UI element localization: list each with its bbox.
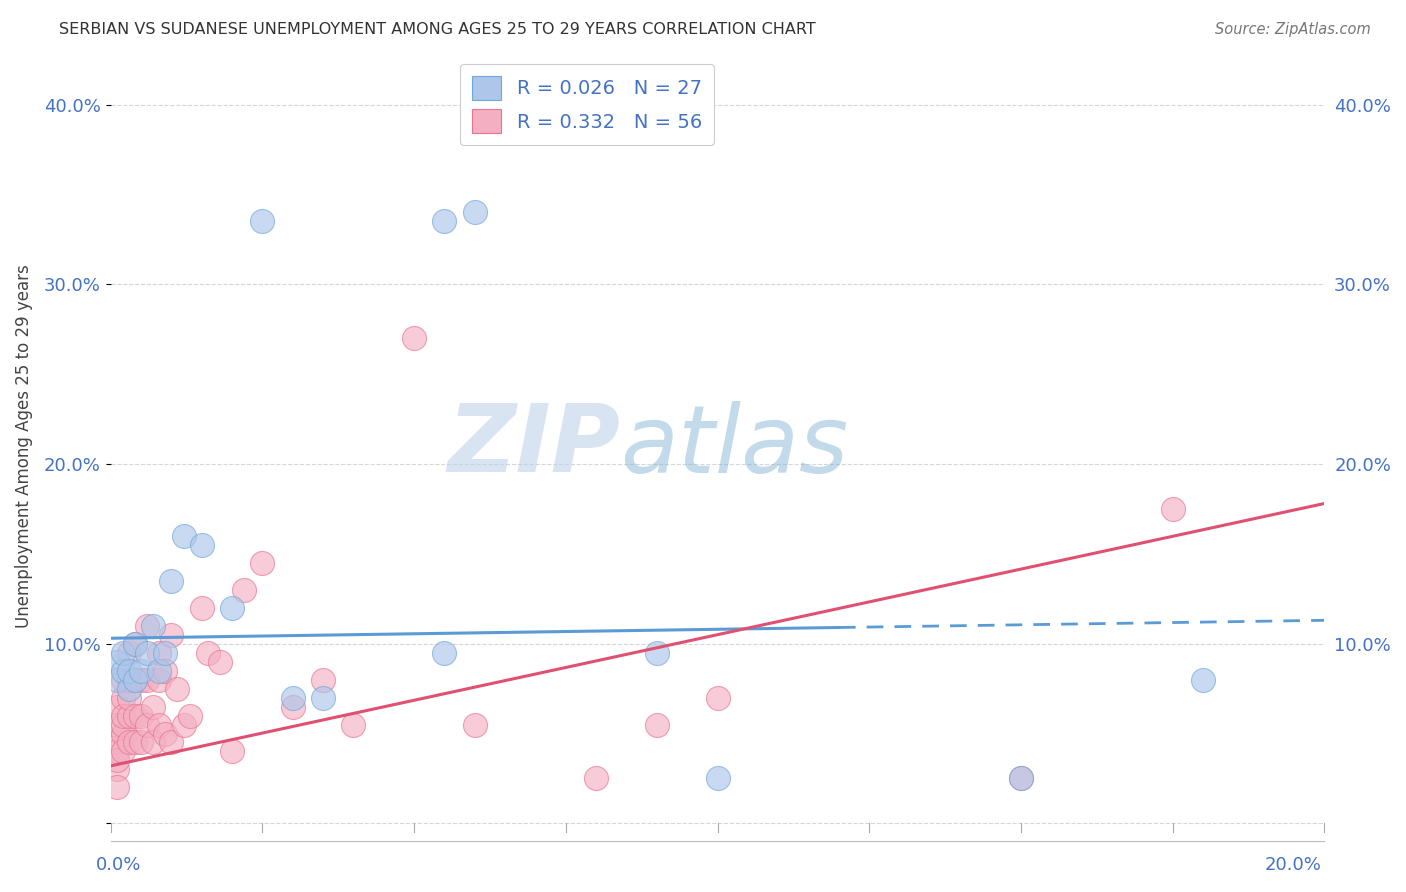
Point [1010, 772, 1032, 786]
Point [105, 699, 128, 714]
Point [111, 726, 134, 740]
Point [1161, 502, 1184, 516]
Point [111, 664, 134, 678]
Point [173, 529, 195, 543]
Point [111, 708, 134, 723]
Point [124, 673, 146, 687]
Point [160, 735, 183, 749]
Point [136, 646, 159, 660]
Point [433, 214, 456, 228]
Text: SERBIAN VS SUDANESE UNEMPLOYMENT AMONG AGES 25 TO 29 YEARS CORRELATION CHART: SERBIAN VS SUDANESE UNEMPLOYMENT AMONG A… [59, 22, 815, 37]
Point [179, 708, 201, 723]
Point [124, 673, 146, 687]
Point [105, 744, 128, 758]
Point [281, 690, 304, 705]
Text: atlas: atlas [620, 401, 849, 491]
Point [105, 735, 128, 749]
Point [221, 744, 243, 758]
Text: 20.0%: 20.0% [1265, 855, 1322, 873]
Legend: R = 0.026   N = 27, R = 0.332   N = 56: R = 0.026 N = 27, R = 0.332 N = 56 [460, 64, 714, 145]
Point [433, 646, 456, 660]
Point [190, 600, 212, 615]
Point [1192, 673, 1215, 687]
Text: 0.0%: 0.0% [96, 855, 141, 873]
Point [118, 708, 141, 723]
Point [136, 618, 159, 632]
Point [160, 574, 183, 588]
Point [585, 772, 607, 786]
Point [252, 214, 274, 228]
Point [160, 628, 183, 642]
Point [312, 673, 335, 687]
Point [1010, 772, 1032, 786]
Point [129, 708, 152, 723]
Point [111, 744, 134, 758]
Point [148, 646, 170, 660]
Point [233, 582, 256, 597]
Text: ZIP: ZIP [447, 400, 620, 492]
Point [129, 735, 152, 749]
Point [142, 699, 165, 714]
Point [197, 646, 219, 660]
Point [129, 673, 152, 687]
Point [221, 600, 243, 615]
Point [118, 681, 141, 696]
Point [142, 735, 165, 749]
Point [208, 655, 231, 669]
Point [190, 538, 212, 552]
Point [155, 726, 177, 740]
Point [148, 673, 170, 687]
Point [342, 717, 364, 731]
Point [111, 717, 134, 731]
Point [105, 655, 128, 669]
Text: Source: ZipAtlas.com: Source: ZipAtlas.com [1215, 22, 1371, 37]
Point [136, 717, 159, 731]
Point [118, 673, 141, 687]
Point [105, 763, 128, 777]
Point [124, 735, 146, 749]
Point [464, 205, 486, 219]
Point [111, 646, 134, 660]
Point [118, 735, 141, 749]
Point [312, 690, 335, 705]
Point [111, 690, 134, 705]
Point [148, 664, 170, 678]
Point [148, 717, 170, 731]
Point [645, 646, 668, 660]
Point [105, 754, 128, 768]
Point [464, 717, 486, 731]
Point [111, 673, 134, 687]
Point [645, 717, 668, 731]
Point [281, 699, 304, 714]
Point [706, 772, 728, 786]
Point [105, 780, 128, 795]
Point [118, 646, 141, 660]
Point [118, 690, 141, 705]
Point [124, 637, 146, 651]
Point [136, 673, 159, 687]
Point [166, 681, 188, 696]
Point [142, 618, 165, 632]
Point [124, 708, 146, 723]
Point [118, 664, 141, 678]
Point [252, 556, 274, 570]
Point [404, 331, 426, 345]
Point [129, 664, 152, 678]
Point [124, 637, 146, 651]
Point [155, 646, 177, 660]
Point [105, 673, 128, 687]
Y-axis label: Unemployment Among Ages 25 to 29 years: Unemployment Among Ages 25 to 29 years [15, 264, 32, 628]
Point [155, 664, 177, 678]
Point [706, 690, 728, 705]
Point [105, 717, 128, 731]
Point [173, 717, 195, 731]
